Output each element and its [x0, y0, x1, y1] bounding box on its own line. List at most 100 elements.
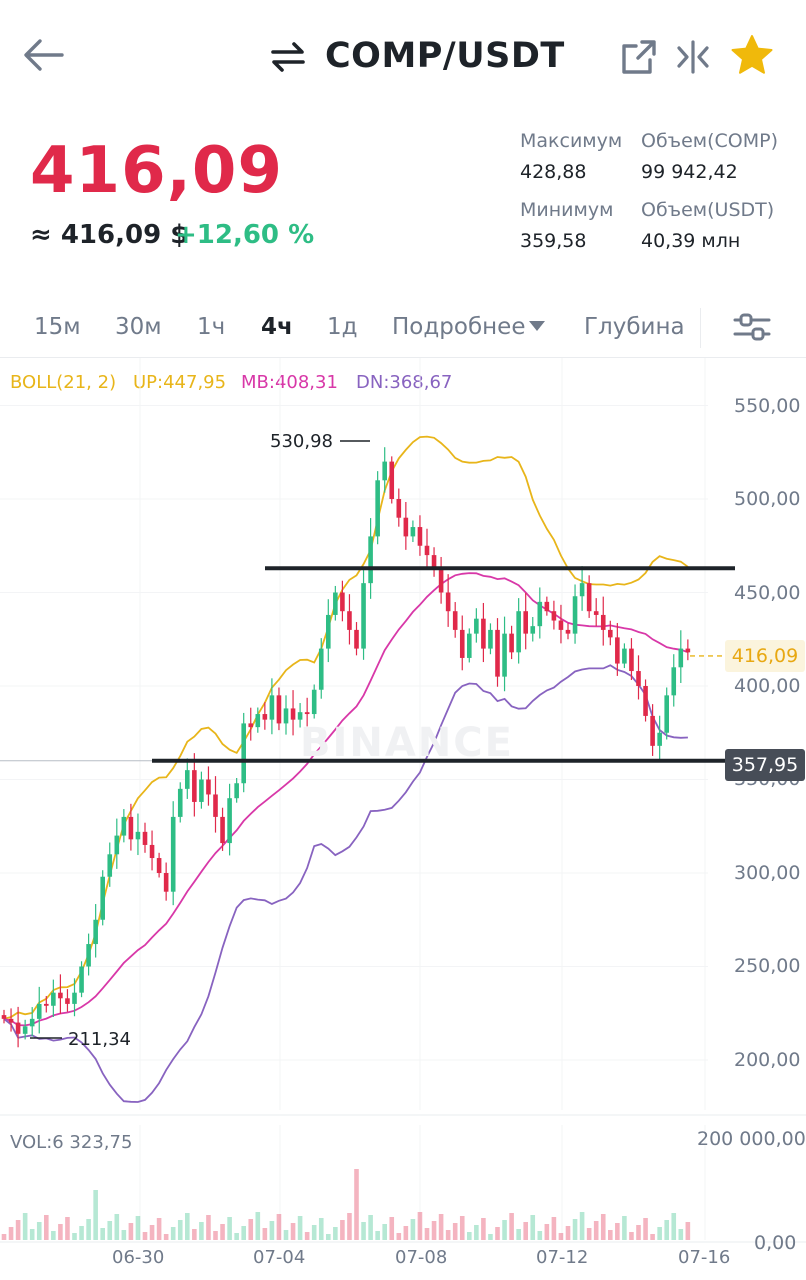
- tab-1h[interactable]: 1ч: [197, 314, 226, 340]
- candle-body: [227, 798, 232, 844]
- candle-body: [318, 648, 324, 690]
- volume-bar: [213, 1231, 218, 1240]
- candle-body: [636, 671, 641, 686]
- volume-bar: [114, 1214, 120, 1240]
- boll-label: BOLL(21, 2): [10, 372, 117, 393]
- volume-bar: [361, 1222, 366, 1240]
- chart-top-border: [0, 357, 806, 358]
- candle-body: [206, 779, 211, 795]
- volume-bar: [608, 1230, 613, 1240]
- volume-bar: [135, 1216, 141, 1240]
- volume-bar: [340, 1220, 345, 1240]
- candle-body: [220, 816, 225, 844]
- candle-body: [269, 695, 275, 720]
- candle-body: [22, 1026, 28, 1034]
- volume-bar: [65, 1217, 70, 1240]
- tab-more[interactable]: Подробнее: [392, 314, 526, 340]
- candle-body: [579, 583, 585, 597]
- tab-depth[interactable]: Глубина: [584, 314, 685, 340]
- tab-30m[interactable]: 30м: [115, 314, 162, 340]
- tab-4h[interactable]: 4ч: [261, 314, 293, 340]
- swap-icon[interactable]: [270, 40, 306, 74]
- volume-bar: [579, 1212, 585, 1240]
- volume-bar: [234, 1233, 239, 1240]
- candle-body: [502, 633, 507, 677]
- candle-body: [558, 620, 564, 630]
- candle-body: [44, 1003, 49, 1006]
- candle-body: [290, 708, 296, 720]
- volume-bar: [93, 1190, 98, 1240]
- volume-bar: [107, 1221, 113, 1240]
- current-price-tag: 416,09: [725, 640, 805, 672]
- y-tick-300: 300,00: [734, 862, 801, 884]
- volume-bar: [79, 1226, 84, 1240]
- volume-bar: [86, 1219, 91, 1240]
- tab-1d[interactable]: 1д: [327, 314, 358, 340]
- volume-bar: [72, 1233, 77, 1240]
- candle-body: [509, 633, 514, 653]
- chart-settings-icon[interactable]: [733, 312, 771, 342]
- y-tick-400: 400,00: [734, 675, 801, 697]
- candlestick-chart[interactable]: [0, 358, 806, 1280]
- candle-body: [375, 480, 380, 537]
- candle-body: [523, 611, 528, 634]
- volume-bar: [142, 1232, 148, 1240]
- candle-body: [424, 545, 430, 556]
- candle-body: [530, 626, 536, 634]
- candle-body: [474, 618, 479, 634]
- candle-body: [1, 1015, 7, 1019]
- share-icon[interactable]: [620, 38, 658, 76]
- volume-bar: [58, 1224, 63, 1240]
- volume-bar: [452, 1223, 458, 1240]
- volume-bar: [326, 1234, 331, 1240]
- volume-bar: [255, 1212, 261, 1240]
- back-arrow-icon[interactable]: [22, 36, 64, 74]
- volume-bar: [467, 1232, 472, 1240]
- volume-bar: [643, 1218, 648, 1240]
- candle-body: [629, 648, 634, 672]
- favorite-star-icon[interactable]: [730, 34, 774, 76]
- candle-body: [544, 601, 550, 612]
- y-tick-550: 550,00: [734, 395, 801, 417]
- x-tick-0630: 06-30: [112, 1247, 165, 1268]
- volume-bar: [311, 1225, 317, 1240]
- tab-15m[interactable]: 15м: [34, 314, 81, 340]
- candle-body: [410, 527, 416, 537]
- tab-divider: [700, 308, 701, 348]
- candle-body: [333, 592, 338, 615]
- last-price: 416,09: [30, 134, 283, 208]
- candle-body: [15, 1022, 21, 1034]
- candle-body: [354, 629, 359, 649]
- pair-title[interactable]: COMP/USDT: [325, 36, 565, 76]
- candle-body: [382, 461, 387, 481]
- candle-body: [177, 788, 183, 817]
- volume-bar: [509, 1213, 514, 1240]
- x-tick-0704: 07-04: [253, 1247, 306, 1268]
- dropdown-caret-icon[interactable]: [528, 320, 546, 332]
- volume-bar: [537, 1231, 543, 1240]
- volume-bar: [438, 1214, 444, 1240]
- volume-bar: [36, 1222, 42, 1240]
- candle-body: [495, 629, 500, 677]
- volume-bar: [544, 1224, 550, 1240]
- candle-body: [537, 601, 543, 627]
- candle-body: [445, 592, 451, 612]
- candle-body: [438, 570, 444, 593]
- volume-bar: [15, 1220, 21, 1240]
- volume-bar: [347, 1213, 352, 1240]
- boll-mb: MB:408,31: [241, 372, 338, 393]
- candle-body: [29, 1018, 35, 1027]
- vol-quote-value: 40,39 млн: [641, 230, 741, 252]
- volume-bar: [199, 1222, 204, 1240]
- candle-body: [459, 629, 465, 658]
- candle-body: [452, 611, 458, 630]
- volume-bar: [100, 1228, 105, 1240]
- candle-body: [170, 816, 176, 892]
- volume-bar: [558, 1233, 564, 1240]
- compare-icon[interactable]: [675, 40, 711, 74]
- volume-bar: [389, 1217, 395, 1240]
- volume-bar: [650, 1234, 655, 1240]
- candle-body: [107, 854, 113, 877]
- candle-body: [340, 592, 345, 612]
- volume-bar: [502, 1220, 507, 1240]
